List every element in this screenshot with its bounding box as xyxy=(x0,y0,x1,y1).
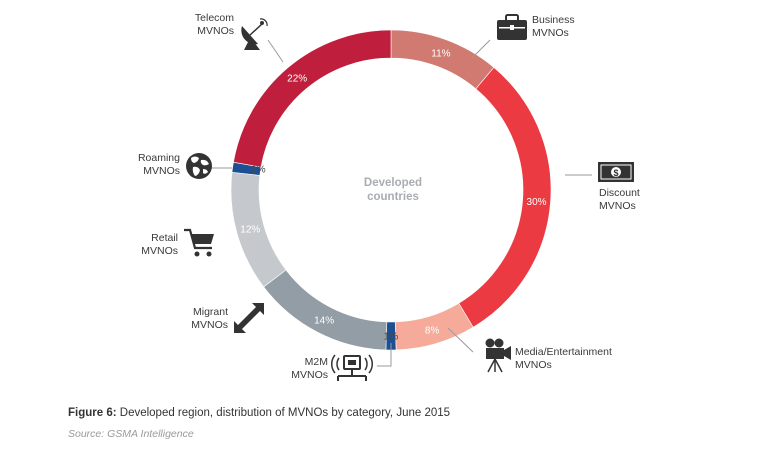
label-business: Business MVNOs xyxy=(532,14,612,40)
slice-value-label: 1% xyxy=(384,332,399,343)
dollar-bill-icon: $ xyxy=(598,162,634,182)
label-media-line1: Media/Entertainment xyxy=(515,346,612,358)
leader-line-business xyxy=(471,39,491,59)
label-business-line1: Business xyxy=(532,14,575,26)
label-discount-line2: MVNOs xyxy=(599,200,636,212)
label-roaming-line2: MVNOs xyxy=(143,165,180,177)
label-business-line2: MVNOs xyxy=(532,27,569,39)
leader-line-m2m xyxy=(377,343,392,367)
center-label-line2: countries xyxy=(367,191,419,203)
satellite-dish-icon xyxy=(241,18,268,50)
diagonal-arrows-icon xyxy=(234,303,264,333)
label-telecom: Telecom MVNOs xyxy=(170,12,234,38)
donut-slice-migrant xyxy=(263,269,388,351)
label-discount-line1: Discount xyxy=(599,187,640,199)
figure-caption-text: Developed region, distribution of MVNOs … xyxy=(116,407,451,419)
center-label-line1: Developed xyxy=(364,177,422,189)
slice-value-label: 11% xyxy=(431,48,450,59)
slice-value-label: 22% xyxy=(287,74,307,85)
slice-value-label: 1% xyxy=(251,165,266,176)
label-retail-line2: MVNOs xyxy=(141,245,178,257)
label-media: Media/Entertainment MVNOs xyxy=(515,346,655,372)
leader-lines xyxy=(205,39,592,367)
figure-caption: Figure 6: Developed region, distribution… xyxy=(68,407,450,419)
label-roaming: Roaming MVNOs xyxy=(112,152,180,178)
leader-line-media xyxy=(447,327,474,353)
label-migrant-line1: Migrant xyxy=(192,306,228,318)
label-media-line2: MVNOs xyxy=(515,359,552,371)
network-terminal-icon xyxy=(331,354,373,381)
donut-slice-business xyxy=(390,29,495,90)
label-m2m: M2M MVNOs xyxy=(260,356,328,382)
globe-icon xyxy=(186,153,212,179)
source-note: Source: GSMA Intelligence xyxy=(68,428,194,440)
slice-value-label: 8% xyxy=(425,326,440,337)
label-retail: Retail MVNOs xyxy=(110,232,178,258)
label-roaming-line1: Roaming xyxy=(137,152,180,164)
donut-slice-telecom xyxy=(233,29,392,168)
slice-value-label: 12% xyxy=(240,224,260,235)
leader-line-telecom xyxy=(267,39,284,63)
shopping-cart-icon xyxy=(184,228,214,257)
label-telecom-line2: MVNOs xyxy=(197,25,234,37)
label-retail-line1: Retail xyxy=(151,232,178,244)
label-telecom-line1: Telecom xyxy=(194,12,234,24)
figure-label: Figure 6: xyxy=(68,407,117,419)
label-m2m-line2: MVNOs xyxy=(291,369,328,381)
movie-camera-icon xyxy=(485,338,511,373)
briefcase-icon xyxy=(497,14,527,40)
label-m2m-line1: M2M xyxy=(304,356,328,368)
slice-value-labels: 11% 30% 8% 1% 14% 12% 1% 22% xyxy=(240,48,546,342)
label-migrant-line2: MVNOs xyxy=(191,319,228,331)
slice-value-label: 30% xyxy=(527,197,547,208)
slice-value-label: 14% xyxy=(314,315,334,326)
label-migrant: Migrant MVNOs xyxy=(160,306,228,332)
svg-text:$: $ xyxy=(613,168,618,178)
donut-slices xyxy=(230,29,552,351)
label-discount: Discount MVNOs xyxy=(599,187,679,213)
